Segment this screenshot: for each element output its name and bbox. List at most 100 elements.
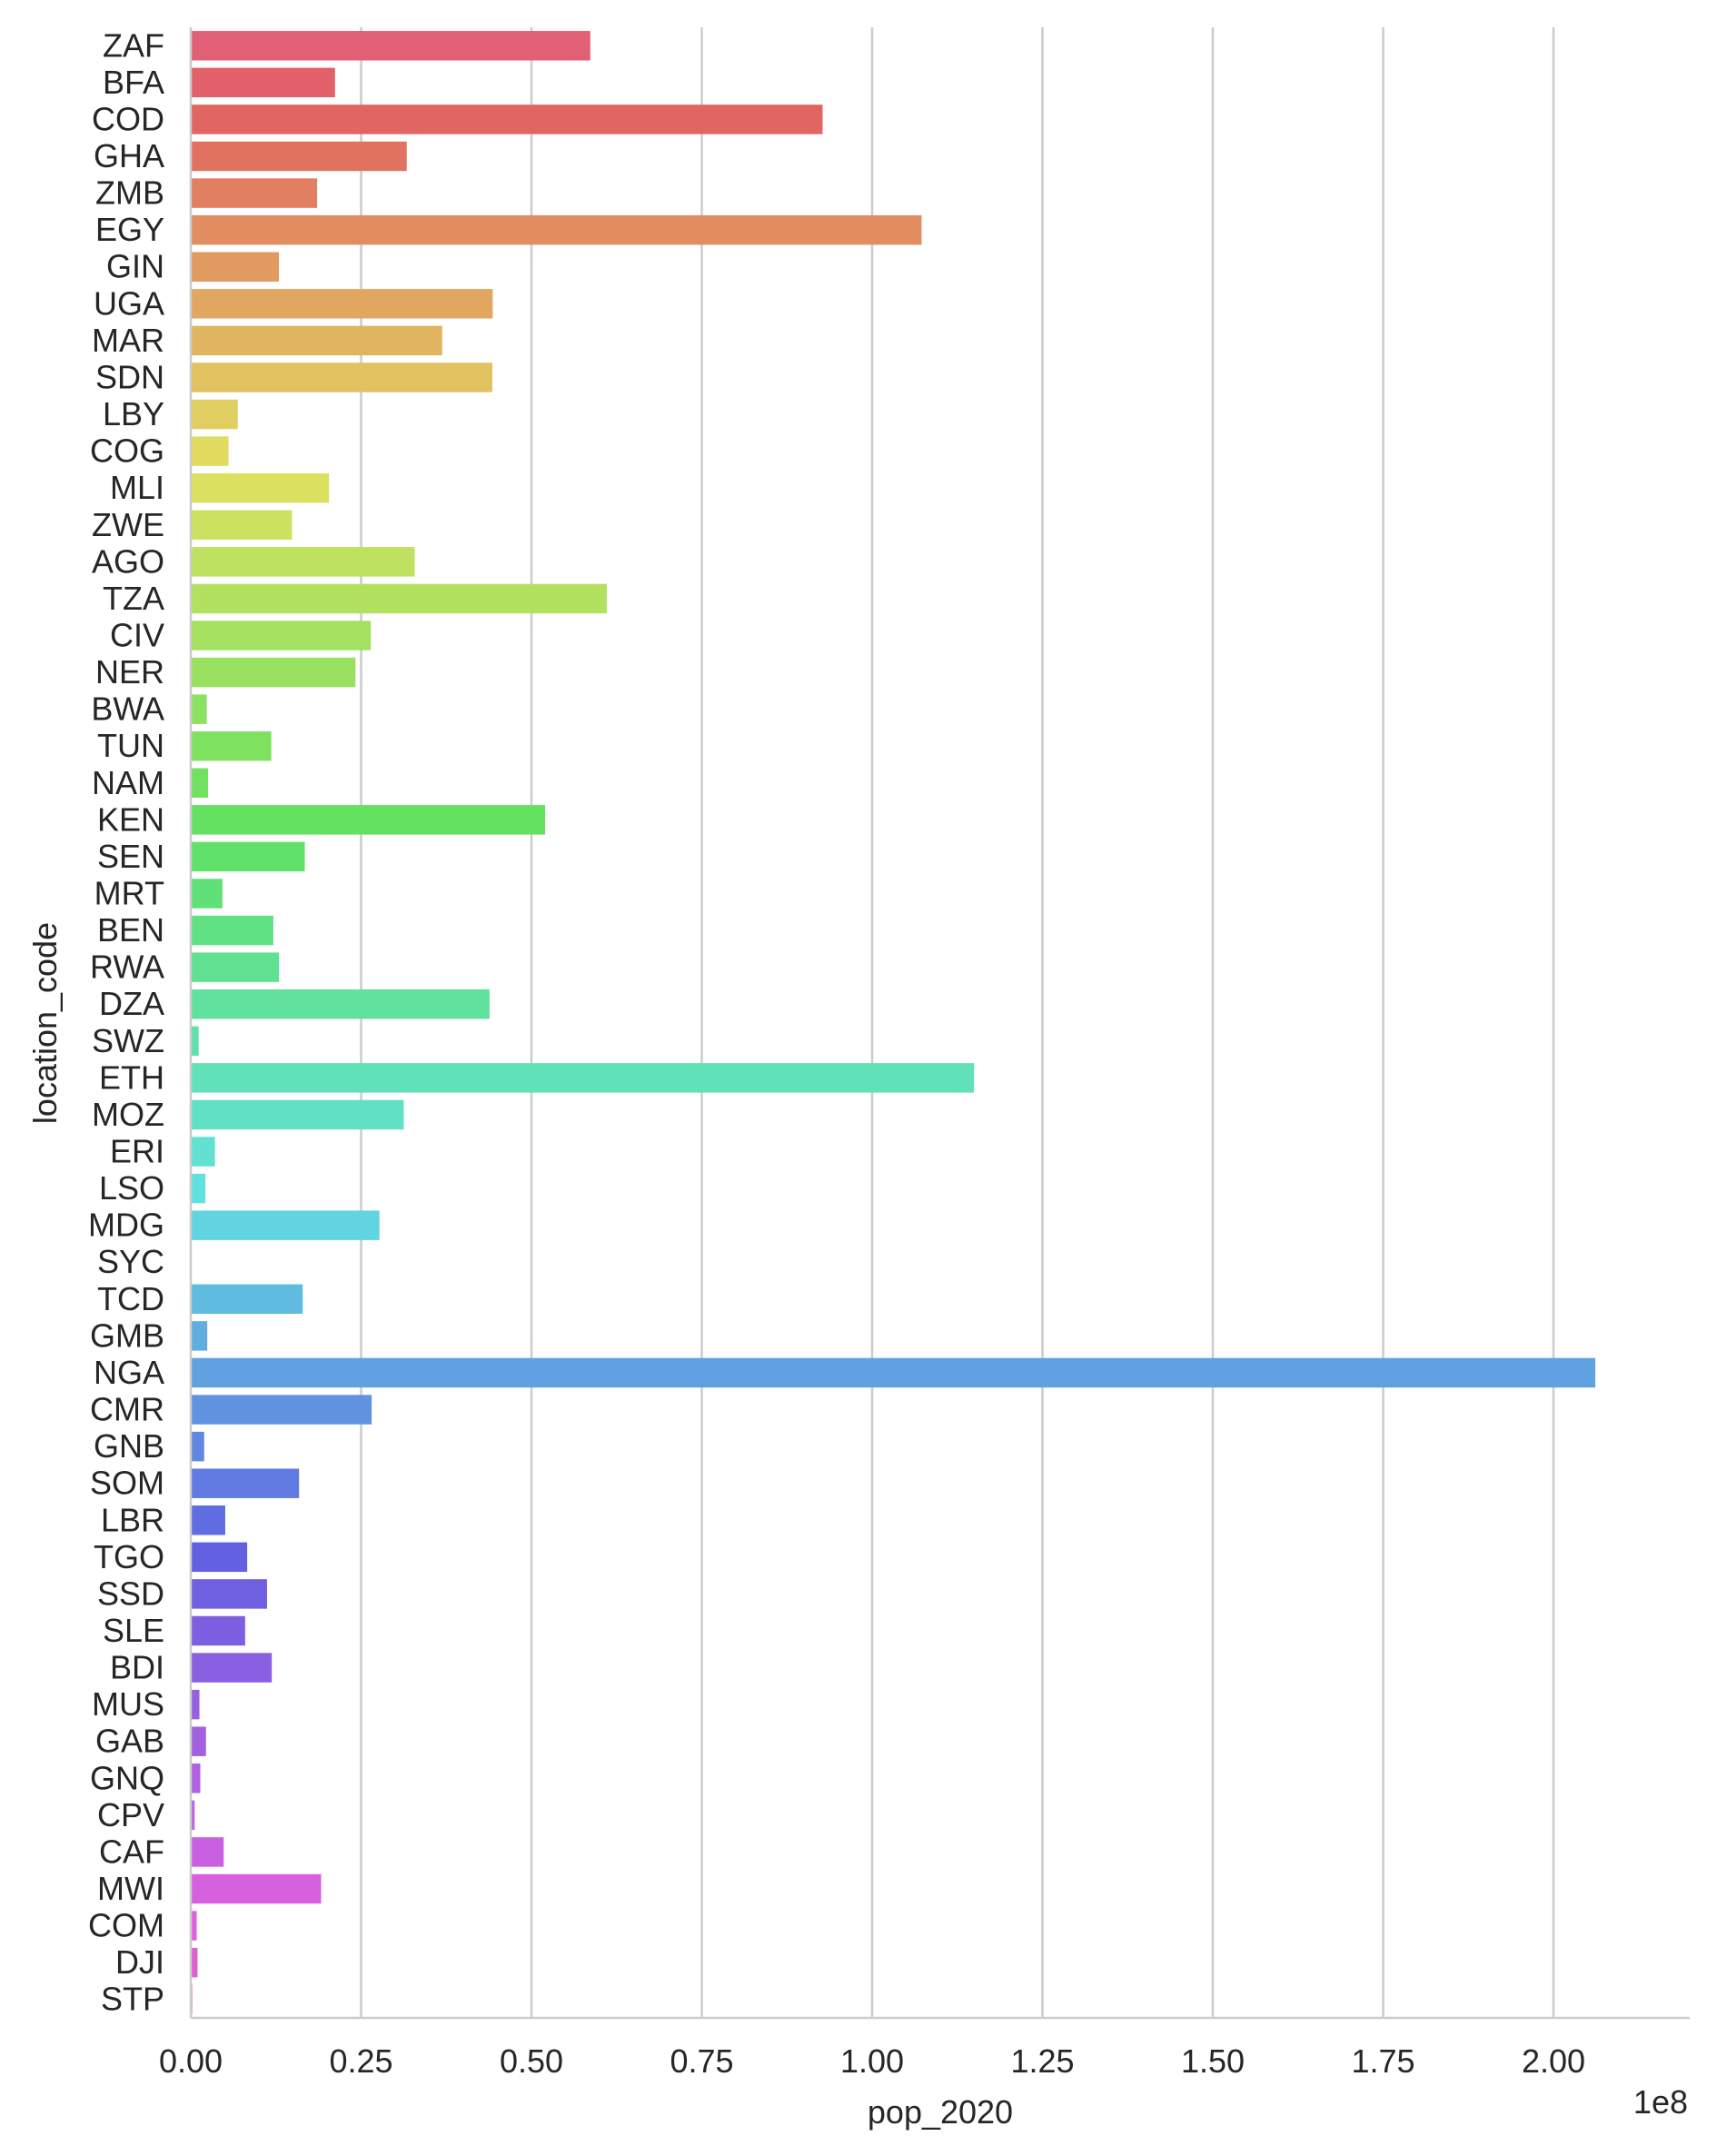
bar-tcd <box>192 1284 303 1315</box>
x-tick-label: 0.75 <box>670 2042 733 2080</box>
bar-mli <box>192 472 330 503</box>
y-tick-label: DJI <box>115 1943 164 1981</box>
y-tick-label: NER <box>95 653 164 691</box>
y-tick-label: SYC <box>97 1243 164 1280</box>
y-tick-label: CIV <box>110 616 164 653</box>
y-tick-label: SLE <box>103 1612 164 1649</box>
bar-tza <box>192 583 607 614</box>
bar-gmb <box>192 1321 208 1351</box>
bar-zmb <box>192 178 318 208</box>
y-tick-label: LBR <box>101 1501 164 1538</box>
y-tick-label: STP <box>101 1981 164 2018</box>
y-tick-labels: ZAFBFACODGHAZMBEGYGINUGAMARSDNLBYCOGMLIZ… <box>88 26 164 2017</box>
bar-ssd <box>192 1579 267 1609</box>
bar-civ <box>192 621 372 651</box>
bar-mrt <box>192 879 223 909</box>
bar-cmr <box>192 1395 372 1425</box>
grid-lines <box>360 27 1555 2018</box>
bar-ago <box>192 547 415 577</box>
y-tick-label: MLI <box>110 469 164 506</box>
y-tick-label: TUN <box>97 727 164 764</box>
bar-tun <box>192 730 272 761</box>
x-axis-offset-label: 1e8 <box>1633 2083 1688 2121</box>
y-tick-label: UGA <box>94 284 164 322</box>
bar-egy <box>192 214 922 245</box>
y-tick-label: NAM <box>92 764 164 801</box>
y-tick-label: GAB <box>95 1723 164 1760</box>
y-tick-label: MOZ <box>92 1096 164 1133</box>
y-tick-label: BWA <box>91 691 164 728</box>
y-tick-label: GNQ <box>90 1759 164 1796</box>
bar-gnb <box>192 1431 204 1462</box>
bar-caf <box>192 1837 224 1867</box>
bar-rwa <box>192 952 280 982</box>
y-tick-label: MAR <box>92 322 164 359</box>
y-tick-label: SWZ <box>92 1022 164 1059</box>
bar-uga <box>192 289 493 319</box>
y-tick-label: EGY <box>95 211 164 248</box>
y-tick-label: CMR <box>90 1391 164 1428</box>
y-tick-label: KEN <box>97 800 164 838</box>
bar-gnq <box>192 1764 201 1793</box>
bar-swz <box>192 1026 199 1057</box>
y-tick-label: RWA <box>90 949 164 986</box>
y-tick-label: SEN <box>97 838 164 875</box>
x-tick-label: 1.00 <box>840 2042 904 2080</box>
bar-ken <box>192 805 546 835</box>
y-tick-label: MWI <box>97 1870 164 1907</box>
x-tick-label: 1.75 <box>1351 2042 1414 2080</box>
x-tick-label: 1.50 <box>1181 2042 1245 2080</box>
bar-lby <box>192 399 238 430</box>
x-axis-title: pop_2020 <box>868 2093 1013 2131</box>
y-tick-label: TCD <box>97 1280 164 1317</box>
bar-gab <box>192 1726 206 1756</box>
y-tick-label: TGO <box>94 1538 164 1575</box>
bar-nam <box>192 768 209 798</box>
y-tick-label: ZWE <box>92 506 164 543</box>
bar-eri <box>192 1137 215 1167</box>
axes <box>189 27 1690 2020</box>
bar-mdg <box>192 1210 380 1240</box>
y-tick-label: ETH <box>99 1058 164 1096</box>
bar-dza <box>192 989 490 1019</box>
y-tick-label: BEN <box>97 911 164 949</box>
x-tick-label: 0.50 <box>500 2042 563 2080</box>
y-tick-label: MUS <box>92 1685 164 1723</box>
bar-com <box>192 1911 197 1941</box>
y-tick-label: GMB <box>90 1316 164 1354</box>
bar-moz <box>192 1099 404 1130</box>
y-tick-label: AGO <box>92 542 164 580</box>
bar-lbr <box>192 1505 225 1535</box>
bar-gin <box>192 252 280 282</box>
bar-zaf <box>192 31 591 61</box>
y-tick-label: ERI <box>110 1133 164 1170</box>
bar-sle <box>192 1615 245 1646</box>
y-tick-label: LSO <box>99 1169 164 1207</box>
bar-ben <box>192 915 273 946</box>
bar-mus <box>192 1689 200 1720</box>
bar-lso <box>192 1173 206 1204</box>
bar-bfa <box>192 67 335 98</box>
bar-zwe <box>192 510 293 540</box>
y-tick-label: TZA <box>103 580 164 617</box>
bar-som <box>192 1468 300 1498</box>
bar-tgo <box>192 1542 248 1573</box>
y-tick-label: COM <box>88 1907 164 1944</box>
y-tick-label: DZA <box>99 985 164 1022</box>
bar-bdi <box>192 1653 273 1683</box>
y-tick-label: MDG <box>88 1207 164 1244</box>
y-tick-label: SSD <box>97 1575 164 1612</box>
y-tick-label: LBY <box>103 395 164 432</box>
y-tick-label: GNB <box>94 1427 164 1465</box>
bar-ner <box>192 657 356 688</box>
bar-cod <box>192 104 823 134</box>
bar-sen <box>192 841 305 872</box>
y-tick-label: GIN <box>106 248 164 285</box>
y-tick-label: ZAF <box>103 26 164 64</box>
y-tick-label: SDN <box>95 358 164 395</box>
y-tick-label: COG <box>90 432 164 470</box>
bars <box>192 31 1596 2014</box>
y-tick-label: BDI <box>110 1649 164 1686</box>
y-tick-label: MRT <box>94 874 164 911</box>
